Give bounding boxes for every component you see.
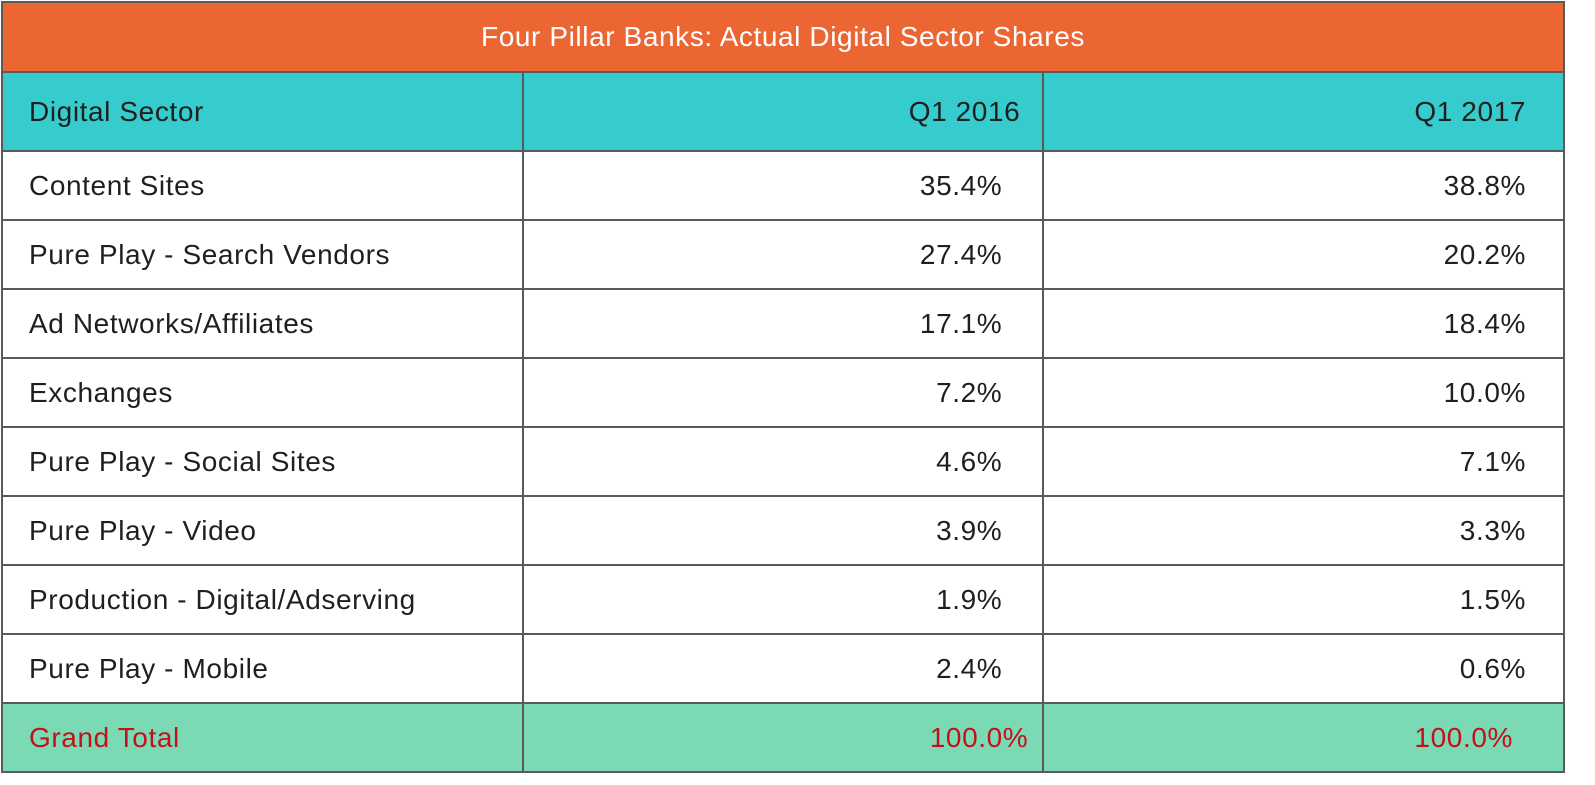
grand-total-q1-2017: 100.0% (1042, 702, 1565, 773)
q1-2016-value-cell: 27.4% (521, 219, 1045, 290)
q1-2017-value-cell: 0.6% (1042, 633, 1565, 704)
sector-cell: Content Sites (1, 150, 524, 221)
q1-2017-value-cell: 3.3% (1042, 495, 1565, 566)
sector-cell: Pure Play - Search Vendors (1, 219, 524, 290)
sector-cell: Pure Play - Social Sites (1, 426, 524, 497)
table-row: Pure Play - Social Sites 4.6% 7.1% (1, 426, 1565, 497)
q1-2016-value-cell: 2.4% (521, 633, 1045, 704)
q1-2016-value-cell: 1.9% (521, 564, 1045, 635)
table-row: Pure Play - Video 3.9% 3.3% (1, 495, 1565, 566)
grand-total-label: Grand Total (1, 702, 524, 773)
sector-cell: Production - Digital/Adserving (1, 564, 524, 635)
grand-total-q1-2016: 100.0% (521, 702, 1045, 773)
q1-2017-value-cell: 20.2% (1042, 219, 1565, 290)
table-row: Content Sites 35.4% 38.8% (1, 150, 1565, 221)
q1-2017-value-cell: 1.5% (1042, 564, 1565, 635)
sector-cell: Pure Play - Video (1, 495, 524, 566)
sector-cell: Pure Play - Mobile (1, 633, 524, 704)
table-title: Four Pillar Banks: Actual Digital Sector… (1, 1, 1565, 73)
q1-2017-value-cell: 10.0% (1042, 357, 1565, 428)
table-title-row: Four Pillar Banks: Actual Digital Sector… (1, 1, 1565, 73)
table-row: Pure Play - Search Vendors 27.4% 20.2% (1, 219, 1565, 290)
table-row: Exchanges 7.2% 10.0% (1, 357, 1565, 428)
column-header-q1-2016: Q1 2016 (521, 71, 1045, 152)
grand-total-row: Grand Total 100.0% 100.0% (1, 702, 1565, 773)
digital-sector-shares-table: Four Pillar Banks: Actual Digital Sector… (1, 1, 1565, 773)
table-header-row: Digital Sector Q1 2016 Q1 2017 (1, 71, 1565, 152)
q1-2016-value-cell: 7.2% (521, 357, 1045, 428)
table-row: Ad Networks/Affiliates 17.1% 18.4% (1, 288, 1565, 359)
q1-2016-value-cell: 3.9% (521, 495, 1045, 566)
sector-cell: Ad Networks/Affiliates (1, 288, 524, 359)
q1-2016-value-cell: 35.4% (521, 150, 1045, 221)
q1-2016-value-cell: 4.6% (521, 426, 1045, 497)
sector-cell: Exchanges (1, 357, 524, 428)
column-header-digital-sector: Digital Sector (1, 71, 524, 152)
q1-2017-value-cell: 18.4% (1042, 288, 1565, 359)
column-header-q1-2017: Q1 2017 (1042, 71, 1565, 152)
table-row: Production - Digital/Adserving 1.9% 1.5% (1, 564, 1565, 635)
q1-2016-value-cell: 17.1% (521, 288, 1045, 359)
q1-2017-value-cell: 7.1% (1042, 426, 1565, 497)
table-row: Pure Play - Mobile 2.4% 0.6% (1, 633, 1565, 704)
q1-2017-value-cell: 38.8% (1042, 150, 1565, 221)
